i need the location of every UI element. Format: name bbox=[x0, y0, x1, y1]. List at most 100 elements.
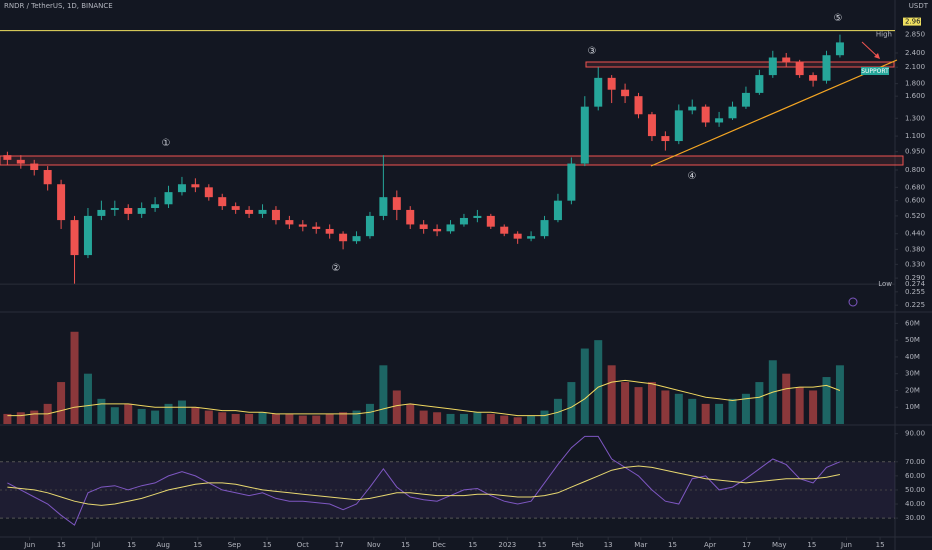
y-tick-label: 50.00 bbox=[905, 486, 925, 494]
y-tick-label: 0.440 bbox=[905, 230, 925, 238]
volume-bar bbox=[741, 393, 750, 424]
y-tick-label: 0.255 bbox=[905, 288, 925, 296]
volume-bar bbox=[553, 398, 562, 424]
volume-bar bbox=[83, 373, 92, 424]
candle-body bbox=[30, 163, 39, 171]
trend-line bbox=[650, 59, 898, 167]
candle-body bbox=[43, 170, 52, 185]
y-tick-label: 60.00 bbox=[905, 472, 925, 480]
candle-body bbox=[446, 224, 455, 232]
candle-body bbox=[768, 57, 777, 76]
y-tick-label: 10M bbox=[905, 403, 920, 411]
x-tick-label: Nov bbox=[367, 541, 381, 549]
volume-bar bbox=[647, 382, 656, 424]
candle-body bbox=[151, 204, 160, 209]
wave-label: ① bbox=[162, 138, 171, 149]
candle-body bbox=[527, 236, 536, 239]
volume-bar bbox=[500, 415, 509, 424]
volume-bar bbox=[446, 413, 455, 424]
candle-body bbox=[701, 106, 710, 123]
volume-bar bbox=[204, 410, 213, 424]
candle-body bbox=[352, 236, 361, 242]
candle-body bbox=[70, 220, 79, 256]
x-tick-label: Jun bbox=[840, 541, 852, 549]
volume-bar bbox=[486, 413, 495, 424]
x-tick-label: Apr bbox=[704, 541, 716, 549]
volume-bar bbox=[835, 365, 844, 424]
candle-body bbox=[822, 55, 831, 81]
candle-body bbox=[339, 233, 348, 242]
volume-bar bbox=[607, 365, 616, 424]
volume-bar bbox=[258, 412, 267, 424]
volume-bar bbox=[580, 348, 589, 424]
volume-bar bbox=[285, 413, 294, 424]
candle-body bbox=[164, 192, 173, 205]
volume-bar bbox=[30, 410, 39, 424]
x-tick-label: 15 bbox=[263, 541, 272, 549]
volume-bar bbox=[392, 390, 401, 424]
x-tick-label: Feb bbox=[571, 541, 584, 549]
y-tick-label: 1.600 bbox=[905, 92, 925, 100]
arrow bbox=[861, 41, 879, 58]
volume-bar bbox=[352, 410, 361, 424]
x-tick-label: Oct bbox=[297, 541, 309, 549]
volume-bar bbox=[312, 415, 321, 424]
candle-body bbox=[231, 206, 240, 210]
volume-bar bbox=[567, 382, 576, 424]
candle-body bbox=[661, 136, 670, 142]
y-tick-label: 0.330 bbox=[905, 260, 925, 268]
volume-bar bbox=[325, 413, 334, 424]
y-tick-label: 0.380 bbox=[905, 245, 925, 253]
x-tick-label: 15 bbox=[193, 541, 202, 549]
volume-ma bbox=[7, 379, 841, 417]
x-tick-label: 15 bbox=[468, 541, 477, 549]
y-tick-label: 2.100 bbox=[905, 63, 925, 71]
low-label: Low bbox=[878, 280, 892, 288]
volume-bar bbox=[231, 413, 240, 424]
x-tick-label: 2023 bbox=[498, 541, 516, 549]
volume-bar bbox=[527, 415, 536, 424]
volume-bar bbox=[137, 408, 146, 424]
candle-body bbox=[16, 159, 25, 164]
candle-body bbox=[124, 208, 133, 214]
volume-bar bbox=[110, 407, 119, 424]
volume-bar bbox=[419, 410, 428, 424]
volume-bar bbox=[809, 390, 818, 424]
x-tick-label: Jun bbox=[23, 541, 35, 549]
y-tick-label: 0.950 bbox=[905, 148, 925, 156]
volume-bar bbox=[540, 410, 549, 424]
level-label: 2.961 bbox=[905, 18, 925, 26]
candle-body bbox=[728, 106, 737, 119]
candle-body bbox=[419, 224, 428, 229]
volume-bar bbox=[674, 393, 683, 424]
y-tick-label: 1.800 bbox=[905, 80, 925, 88]
volume-bar bbox=[16, 412, 25, 424]
candle-body bbox=[647, 114, 656, 137]
candle-body bbox=[580, 106, 589, 164]
x-tick-label: 13 bbox=[604, 541, 613, 549]
volume-bar bbox=[795, 387, 804, 424]
volume-bar bbox=[634, 387, 643, 424]
candle-body bbox=[835, 42, 844, 56]
support-label: SUPPORT bbox=[861, 68, 889, 75]
y-tick-label: 50M bbox=[905, 336, 920, 344]
volume-bar bbox=[70, 331, 79, 424]
volume-bar bbox=[473, 412, 482, 424]
volume-bar bbox=[177, 400, 186, 424]
volume-bar bbox=[621, 382, 630, 424]
volume-bar bbox=[298, 415, 307, 424]
volume-bar bbox=[245, 413, 254, 424]
candle-body bbox=[795, 62, 804, 76]
candle-body bbox=[567, 163, 576, 201]
y-tick-label: 0.290 bbox=[905, 274, 925, 282]
candle-body bbox=[204, 187, 213, 198]
y-tick-label: 1.100 bbox=[905, 132, 925, 140]
candle-body bbox=[741, 92, 750, 107]
y-tick-label: 0.600 bbox=[905, 197, 925, 205]
y-tick-label: 90.00 bbox=[905, 430, 925, 438]
volume-bar bbox=[433, 412, 442, 424]
candle-body bbox=[285, 220, 294, 225]
candle-body bbox=[137, 208, 146, 214]
